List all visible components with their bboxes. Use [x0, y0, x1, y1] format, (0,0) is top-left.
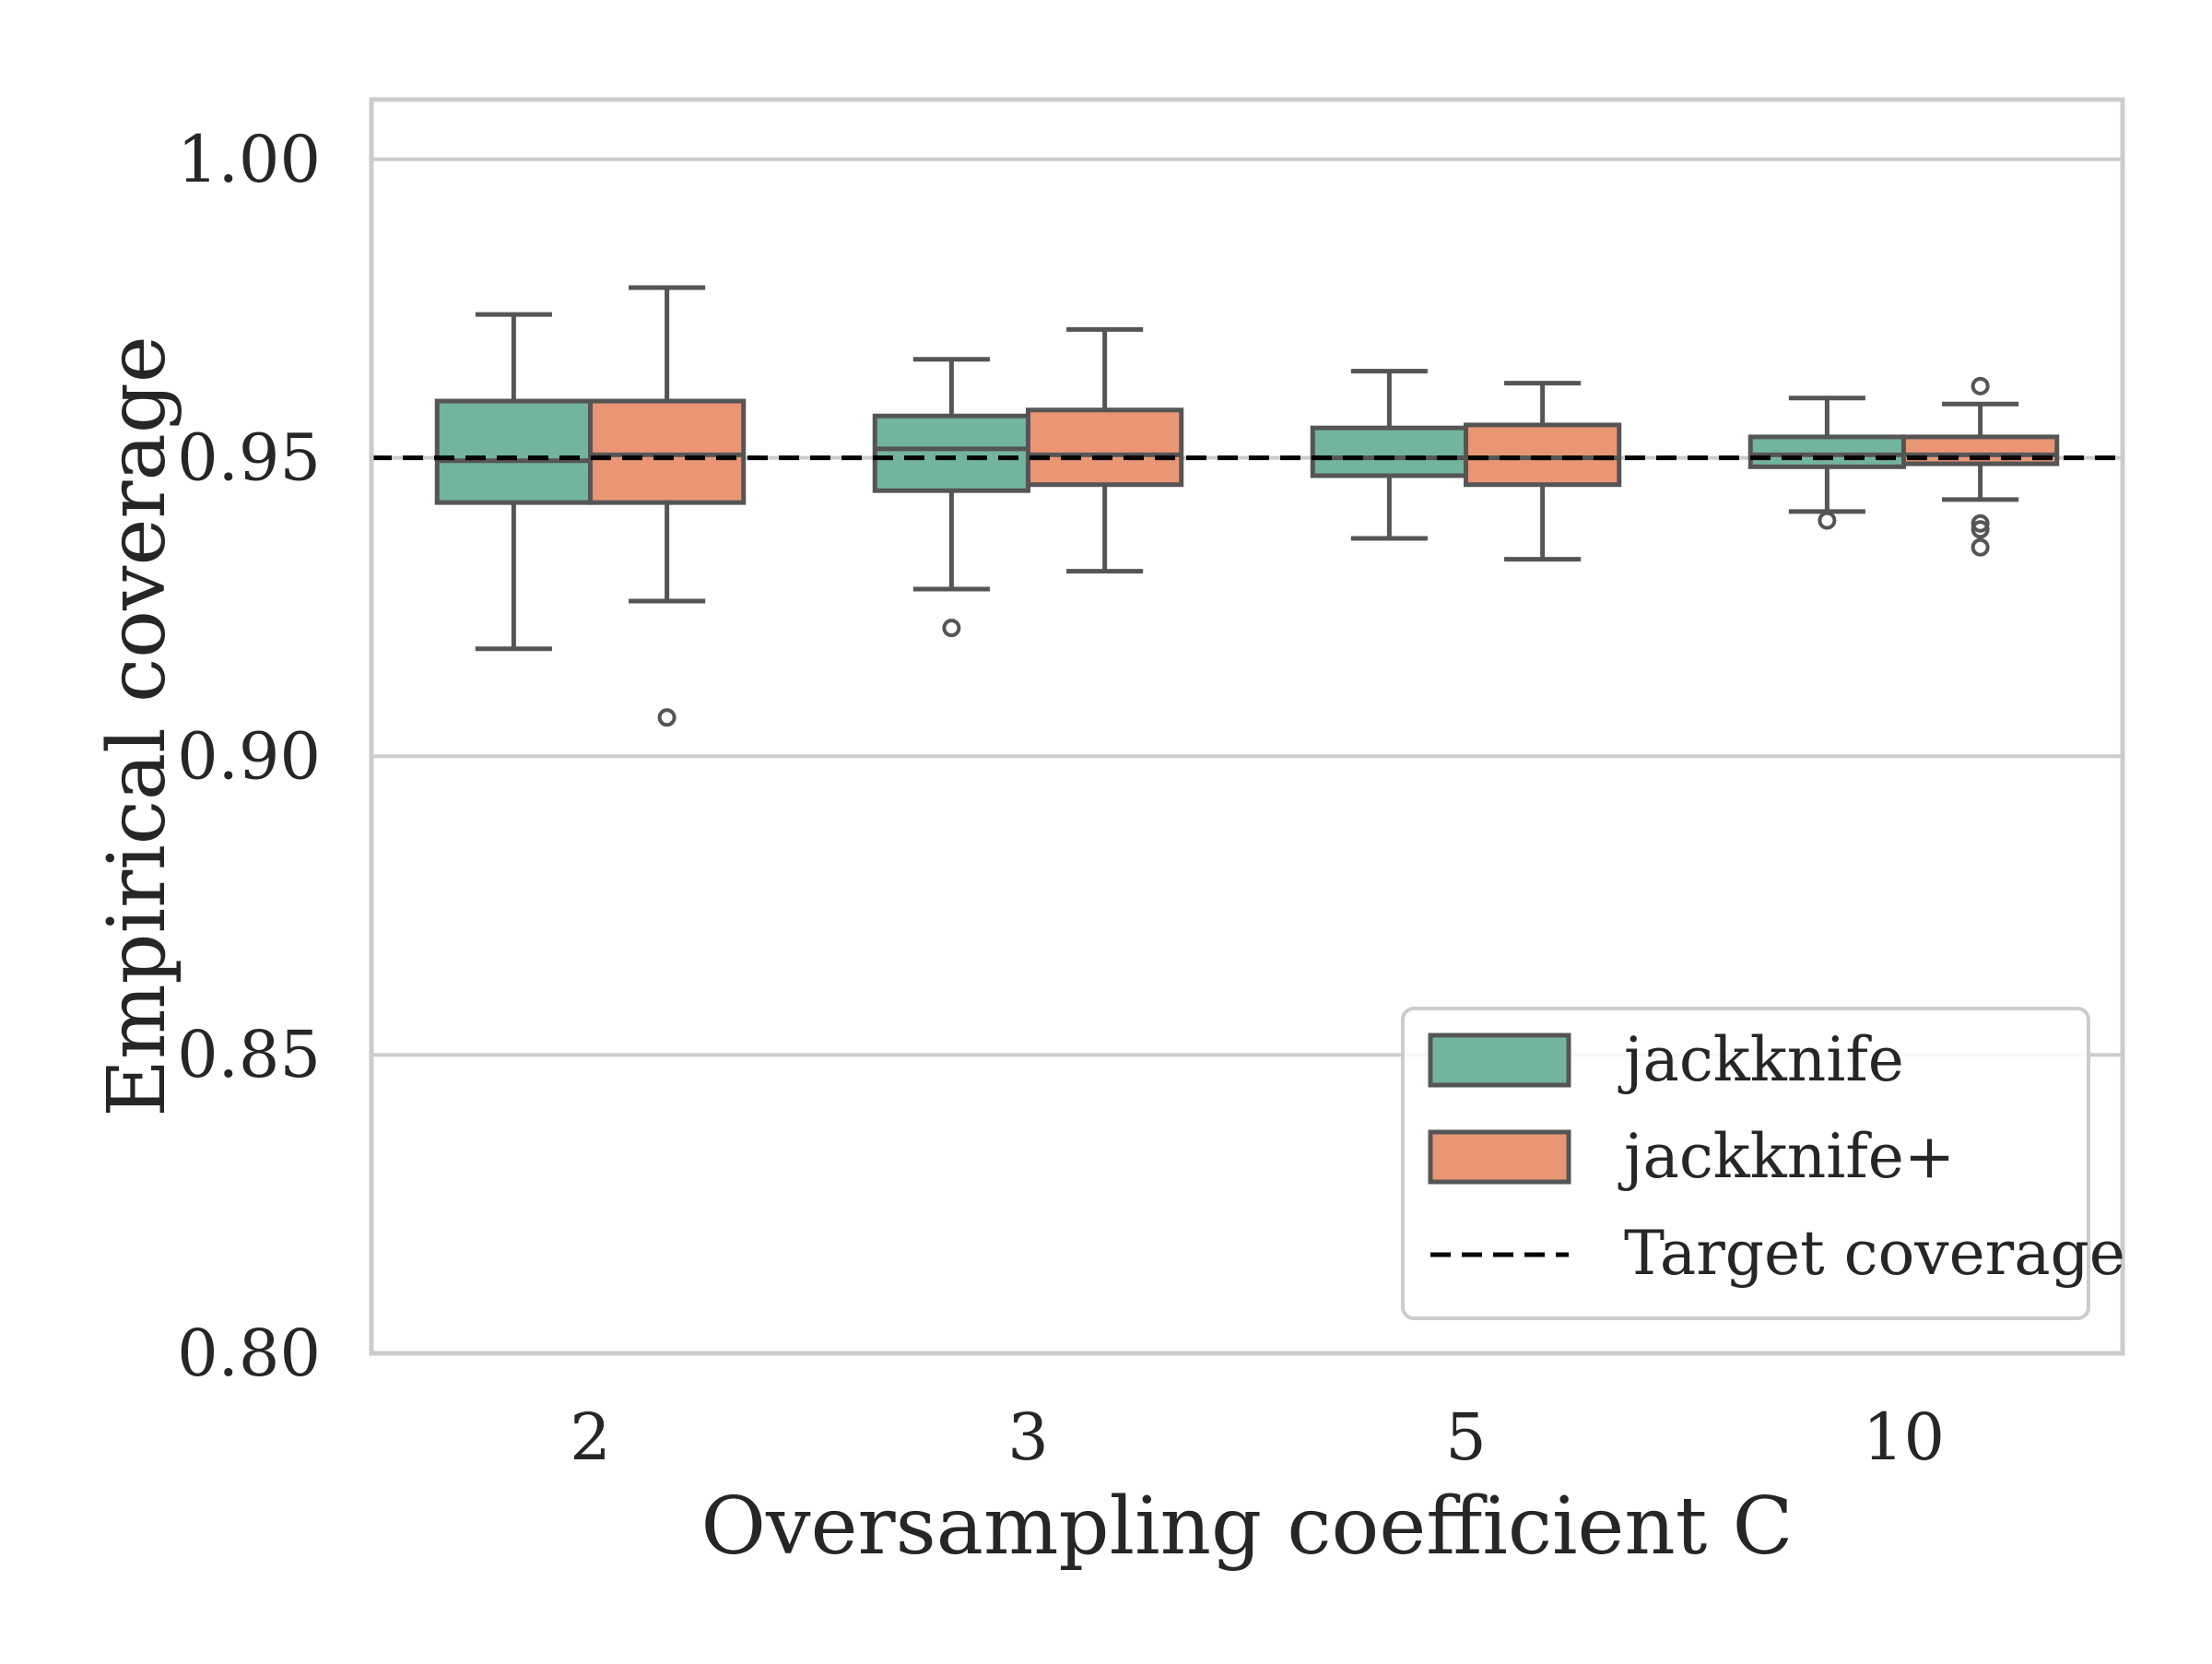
- ticks-layer: 0.80 0.85 0.90 0.95 1.00 2 3 5 10: [177, 122, 1945, 1475]
- legend-label-target-coverage: Target coverage: [1624, 1218, 2125, 1289]
- y-tick-label: 0.95: [177, 420, 321, 496]
- outlier-point: [1971, 537, 1990, 557]
- outlier-point: [657, 708, 677, 727]
- legend-swatch-jackknife: [1428, 1033, 1571, 1088]
- box-group: [588, 285, 747, 727]
- y-axis-label: Empirical coverage: [91, 336, 183, 1117]
- legend: jackknife jackknife+ Target coverage: [1401, 1007, 2125, 1320]
- x-tick-label: 5: [1445, 1399, 1487, 1475]
- box-iqr: [1310, 425, 1468, 478]
- legend-swatch-jackknife-plus: [1428, 1129, 1571, 1185]
- legend-label-jackknife: jackknife: [1618, 1024, 1904, 1095]
- box-group: [434, 312, 593, 652]
- x-tick-label: 2: [570, 1399, 611, 1475]
- box-group: [872, 357, 1030, 638]
- legend-frame: [1401, 1007, 2090, 1320]
- outlier-point: [1971, 520, 1990, 539]
- box-group: [1310, 369, 1468, 541]
- boxes-layer: [434, 285, 2060, 727]
- y-tick-label: 1.00: [177, 122, 321, 197]
- y-tick-label: 0.85: [177, 1017, 321, 1092]
- outlier-point: [1971, 376, 1990, 395]
- x-axis-label: Oversampling coefficient C: [701, 1481, 1794, 1573]
- outlier-point: [942, 619, 961, 638]
- box-iqr: [1464, 422, 1622, 488]
- box-iqr: [588, 398, 747, 505]
- box-group: [1026, 326, 1184, 574]
- y-tick-label: 0.90: [177, 718, 321, 794]
- box-group: [1747, 395, 1906, 530]
- box-iqr: [1026, 407, 1184, 488]
- x-tick-label: 10: [1863, 1399, 1945, 1475]
- box-group: [1901, 376, 2060, 557]
- y-tick-label: 0.80: [177, 1316, 321, 1391]
- legend-label-jackknife-plus: jackknife+: [1618, 1121, 1955, 1192]
- box-iqr: [872, 413, 1030, 493]
- box-iqr: [1747, 434, 1906, 469]
- box-iqr: [434, 398, 593, 505]
- outlier-point: [1818, 511, 1837, 530]
- outlier-point: [1971, 513, 1990, 533]
- box-group: [1464, 381, 1622, 562]
- x-tick-label: 3: [1007, 1399, 1049, 1475]
- plot-frame: [369, 97, 2125, 1356]
